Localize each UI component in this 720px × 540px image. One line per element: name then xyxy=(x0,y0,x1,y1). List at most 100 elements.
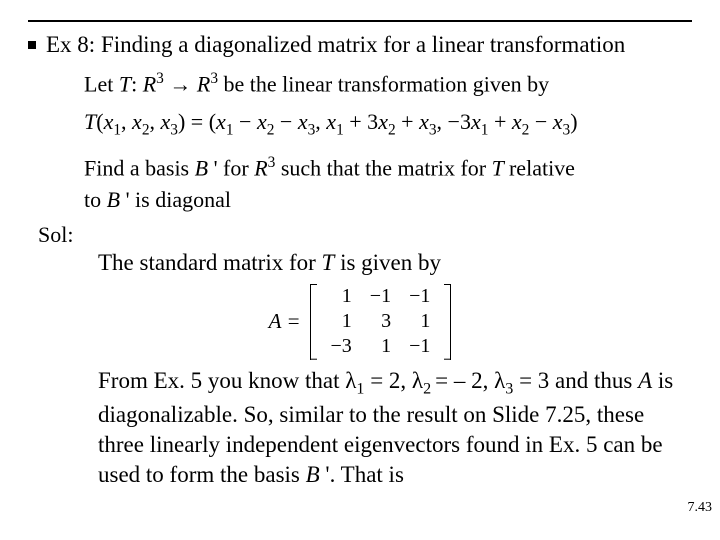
text: − xyxy=(274,109,297,134)
B-sym: B xyxy=(107,187,120,212)
right-bracket-icon xyxy=(444,284,451,360)
text: such that the matrix for xyxy=(275,155,491,180)
to-line: to B ' is diagonal xyxy=(84,184,692,216)
arrow: → xyxy=(164,71,197,96)
cell: 1 xyxy=(400,309,439,334)
T-sym: T xyxy=(84,109,96,134)
page-number: 7.43 xyxy=(688,500,713,516)
T-def-line: T(x1, x2, x3) = (x1 − x2 − x3, x1 + 3x2 … xyxy=(84,106,692,142)
para-line-3: three linearly independent eigenvectors … xyxy=(98,430,682,460)
text: , xyxy=(315,109,326,134)
x: x xyxy=(553,109,563,134)
left-bracket-icon xyxy=(310,284,317,360)
text: ) = ( xyxy=(178,109,216,134)
sub: 1 xyxy=(226,122,234,139)
text: ) xyxy=(570,109,577,134)
text: , xyxy=(150,109,161,134)
T-sym: T xyxy=(492,155,509,180)
std-matrix-line: The standard matrix for T is given by xyxy=(98,248,692,278)
prime: ' xyxy=(208,155,217,180)
text: for xyxy=(218,155,255,180)
text: + xyxy=(488,109,511,134)
text: = – 2, λ xyxy=(435,368,505,393)
slide: Ex 8: Finding a diagonalized matrix for … xyxy=(0,0,720,540)
matrix-A: A = 1−1−1 131 −31−1 xyxy=(28,284,692,360)
sub: 2 xyxy=(388,122,396,139)
x: x xyxy=(326,109,336,134)
x: x xyxy=(104,109,114,134)
T-sym: T xyxy=(119,71,131,96)
cell: 3 xyxy=(361,309,400,334)
text: ( xyxy=(96,109,103,134)
cell: 1 xyxy=(361,334,400,359)
B-sym: B xyxy=(195,155,208,180)
R-sym: R xyxy=(197,71,210,96)
sub: 2 xyxy=(142,122,150,139)
let-line: Let T: R3 → R3 be the linear transformat… xyxy=(84,68,692,100)
sub: 1 xyxy=(113,122,121,139)
cell: −1 xyxy=(400,334,439,359)
text: = 2, λ xyxy=(364,368,423,393)
text: − xyxy=(234,109,257,134)
para-line-1: From Ex. 5 you know that λ1 = 2, λ2 = – … xyxy=(98,366,682,400)
cell: −3 xyxy=(322,334,361,359)
sub: 3 xyxy=(429,122,437,139)
text: is given by xyxy=(334,250,441,275)
find-line: Find a basis B ' for R3 such that the ma… xyxy=(84,152,692,184)
x: x xyxy=(132,109,142,134)
A-sym: A xyxy=(638,368,652,393)
x: x xyxy=(216,109,226,134)
problem-statement: Let T: R3 → R3 be the linear transformat… xyxy=(84,68,692,216)
sub: 3 xyxy=(170,122,178,139)
T-sym: T xyxy=(322,250,335,275)
text: −3 xyxy=(448,109,471,134)
sol-label: Sol: xyxy=(38,222,73,248)
text: From Ex. 5 you know that λ xyxy=(98,368,356,393)
matrix-table: 1−1−1 131 −31−1 xyxy=(322,284,440,359)
text: . That is xyxy=(330,462,404,487)
explanation-para: From Ex. 5 you know that λ1 = 2, λ2 = – … xyxy=(98,366,682,491)
B-sym: B xyxy=(306,462,320,487)
prime: ' xyxy=(320,462,330,487)
text: , xyxy=(437,109,448,134)
bullet-icon xyxy=(28,41,36,49)
text: , xyxy=(121,109,132,134)
text: is xyxy=(652,368,673,393)
cell: 1 xyxy=(322,284,361,309)
title-line: Ex 8: Finding a diagonalized matrix for … xyxy=(28,32,692,58)
text: − xyxy=(529,109,552,134)
sub: 2 xyxy=(423,381,435,398)
x: x xyxy=(378,109,388,134)
top-rule xyxy=(28,20,692,22)
para-line-4: used to form the basis B '. That is xyxy=(98,460,682,490)
text: Find a basis xyxy=(84,155,195,180)
A-eq: A = xyxy=(269,309,301,334)
text: The standard matrix for xyxy=(98,250,322,275)
text: be the linear transformation given by xyxy=(218,71,549,96)
cell: −1 xyxy=(361,284,400,309)
x: x xyxy=(471,109,481,134)
text: relative xyxy=(509,155,575,180)
x: x xyxy=(161,109,171,134)
cell: 1 xyxy=(322,309,361,334)
text: used to form the basis xyxy=(98,462,306,487)
x: x xyxy=(512,109,522,134)
text: + 3 xyxy=(344,109,378,134)
R-sym: R xyxy=(143,71,156,96)
text: to xyxy=(84,187,107,212)
prime: ' xyxy=(120,187,129,212)
text: is diagonal xyxy=(130,187,231,212)
x: x xyxy=(298,109,308,134)
x: x xyxy=(419,109,429,134)
para-line-2: diagonalizable. So, similar to the resul… xyxy=(98,400,682,430)
cell: −1 xyxy=(400,284,439,309)
sup3: 3 xyxy=(156,70,164,87)
sol-row: Sol: xyxy=(38,222,692,248)
text: : xyxy=(131,71,143,96)
title-text: Ex 8: Finding a diagonalized matrix for … xyxy=(46,32,625,57)
sup3: 3 xyxy=(210,70,218,87)
sub: 1 xyxy=(336,122,344,139)
text: = 3 and thus xyxy=(513,368,638,393)
text: + xyxy=(396,109,419,134)
R-sym: R xyxy=(254,155,267,180)
